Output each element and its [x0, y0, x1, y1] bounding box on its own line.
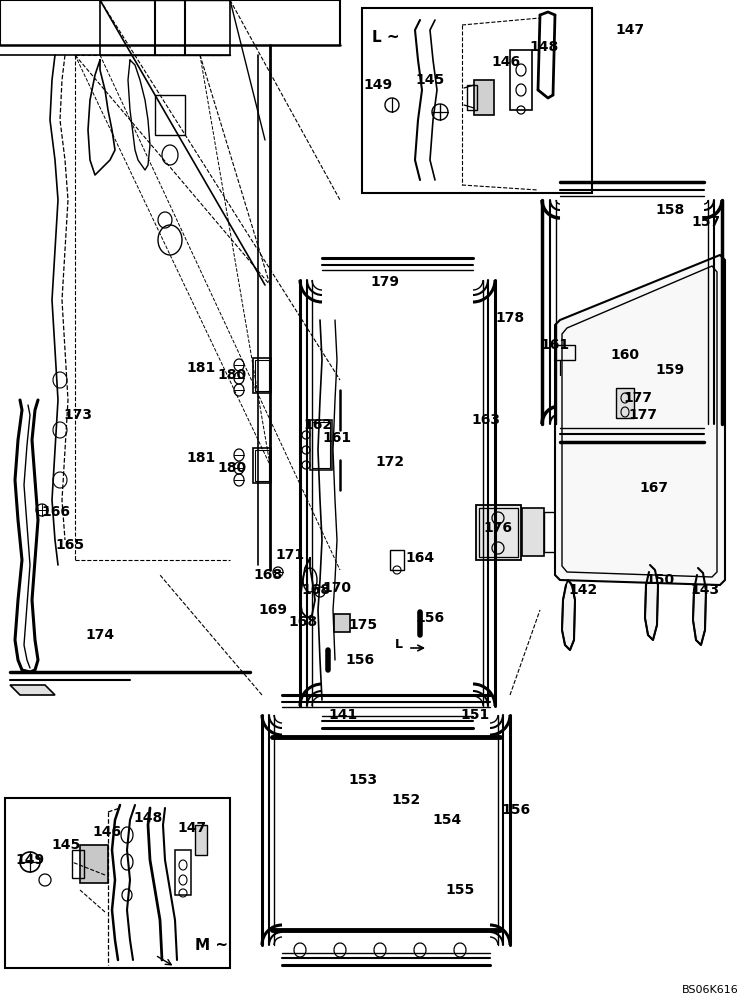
Text: 176: 176: [484, 521, 513, 535]
Bar: [80, 845, 108, 883]
Bar: [476, 505, 521, 560]
Text: 168: 168: [301, 583, 330, 597]
Text: 141: 141: [328, 708, 358, 722]
Polygon shape: [555, 255, 725, 585]
Bar: [479, 508, 518, 557]
Text: 157: 157: [691, 215, 720, 229]
Text: 168: 168: [254, 568, 283, 582]
Bar: [253, 448, 271, 483]
Text: 147: 147: [177, 821, 207, 835]
Text: 145: 145: [51, 838, 80, 852]
Text: 153: 153: [348, 773, 377, 787]
Bar: [255, 360, 269, 391]
Text: 167: 167: [640, 481, 669, 495]
Text: 179: 179: [371, 275, 400, 289]
Bar: [555, 345, 575, 360]
Text: 142: 142: [568, 583, 597, 597]
Text: 145: 145: [415, 73, 445, 87]
Text: 177: 177: [629, 408, 658, 422]
Bar: [175, 850, 191, 895]
Text: 178: 178: [496, 311, 525, 325]
Bar: [155, 95, 185, 135]
Text: 169: 169: [258, 603, 287, 617]
Text: 160: 160: [611, 348, 640, 362]
Bar: [312, 422, 330, 468]
Text: BS06K616: BS06K616: [682, 985, 739, 995]
Bar: [334, 614, 350, 632]
Text: 166: 166: [42, 505, 71, 519]
Text: 180: 180: [217, 461, 246, 475]
Text: 150: 150: [646, 573, 675, 587]
Text: 163: 163: [472, 413, 501, 427]
Text: 151: 151: [461, 708, 490, 722]
Text: 152: 152: [391, 793, 420, 807]
Bar: [310, 420, 332, 470]
Bar: [5, 798, 230, 968]
Text: 174: 174: [86, 628, 115, 642]
Bar: [510, 50, 532, 110]
Text: 162: 162: [304, 418, 333, 432]
Bar: [474, 80, 494, 115]
Text: 156: 156: [415, 611, 445, 625]
Polygon shape: [562, 580, 575, 650]
Text: L ~: L ~: [372, 30, 400, 45]
Text: 156: 156: [345, 653, 374, 667]
Text: 154: 154: [432, 813, 461, 827]
Text: 155: 155: [446, 883, 475, 897]
Text: 156: 156: [501, 803, 530, 817]
Bar: [544, 512, 559, 552]
Text: 143: 143: [690, 583, 719, 597]
Polygon shape: [645, 565, 658, 640]
Text: 173: 173: [63, 408, 92, 422]
Bar: [195, 825, 207, 855]
Text: 147: 147: [615, 23, 644, 37]
Bar: [253, 358, 271, 393]
Text: 149: 149: [363, 78, 393, 92]
Text: 148: 148: [133, 811, 163, 825]
Text: 168: 168: [289, 615, 318, 629]
Bar: [255, 450, 269, 481]
Text: 149: 149: [16, 853, 45, 867]
Bar: [616, 388, 634, 418]
Text: 164: 164: [405, 551, 434, 565]
Text: 170: 170: [322, 581, 351, 595]
Bar: [362, 8, 592, 193]
Text: M ~: M ~: [195, 938, 228, 953]
Text: 161: 161: [540, 338, 570, 352]
Text: 180: 180: [217, 368, 246, 382]
Bar: [390, 550, 404, 570]
Text: 161: 161: [322, 431, 352, 445]
Text: 175: 175: [348, 618, 377, 632]
Text: 165: 165: [56, 538, 85, 552]
Text: 146: 146: [492, 55, 521, 69]
Text: 146: 146: [92, 825, 121, 839]
Text: 181: 181: [187, 361, 216, 375]
Polygon shape: [10, 685, 55, 695]
Bar: [467, 85, 477, 110]
Text: 171: 171: [275, 548, 304, 562]
Text: 181: 181: [187, 451, 216, 465]
Text: 158: 158: [655, 203, 684, 217]
Bar: [522, 508, 544, 556]
Text: 177: 177: [623, 391, 652, 405]
Text: L: L: [395, 639, 403, 652]
Text: 172: 172: [376, 455, 405, 469]
Text: 159: 159: [655, 363, 684, 377]
Bar: [72, 850, 84, 878]
Text: 148: 148: [530, 40, 559, 54]
Polygon shape: [693, 568, 706, 645]
